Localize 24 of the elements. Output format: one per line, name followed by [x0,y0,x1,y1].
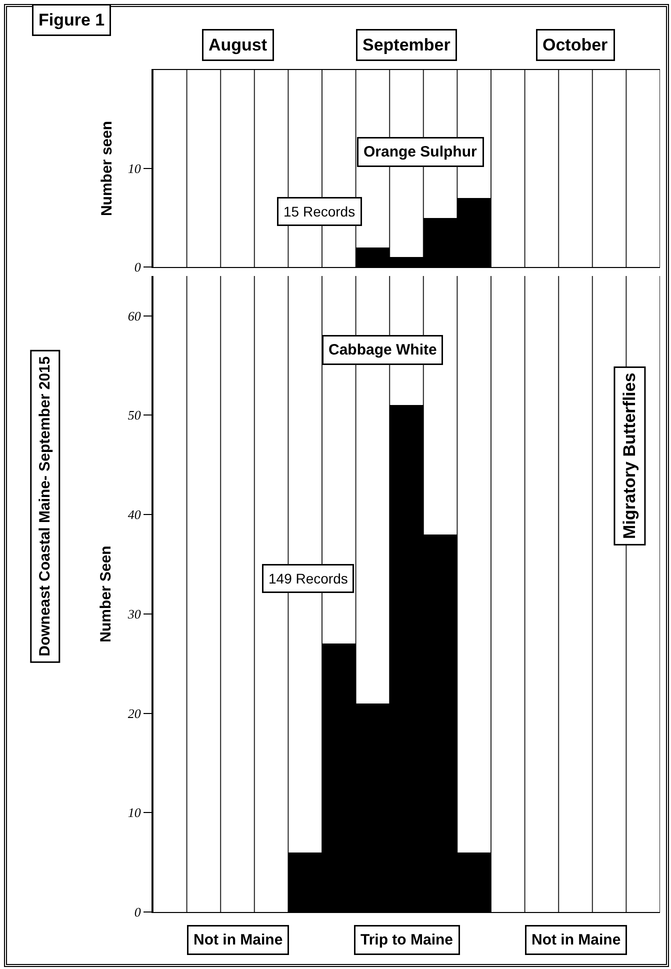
text: Not in Maine [194,932,283,948]
text: Cabbage White [328,342,437,358]
y-tick-label: 30 [126,606,142,622]
text: August [208,36,268,54]
y-tick-label: 10 [128,161,142,176]
text: Not in Maine [532,932,621,948]
text: October [542,36,608,54]
y-axis-title: Number seen [98,120,116,216]
caption: Figure 1 [38,10,105,30]
text: September [362,36,451,54]
y-tick-label: 40 [128,507,142,522]
y-tick-label: 10 [128,805,142,820]
y-tick-label: 50 [128,408,142,423]
y-tick-label: 0 [134,904,142,920]
text: Downeast Coastal Maine- September 2015 [36,356,54,656]
y-tick-label: 20 [128,706,142,721]
y-tick-label: 0 [134,260,142,275]
annotation: 149 Records [268,570,348,586]
annotation: Migratory Butterflies [620,372,640,539]
y-tick-label: 60 [128,308,142,324]
text: Orange Sulphur [364,144,478,160]
annotation: 15 Records [284,204,356,220]
y-axis-title: Number Seen [97,546,114,642]
text: Trip to Maine [360,932,454,948]
